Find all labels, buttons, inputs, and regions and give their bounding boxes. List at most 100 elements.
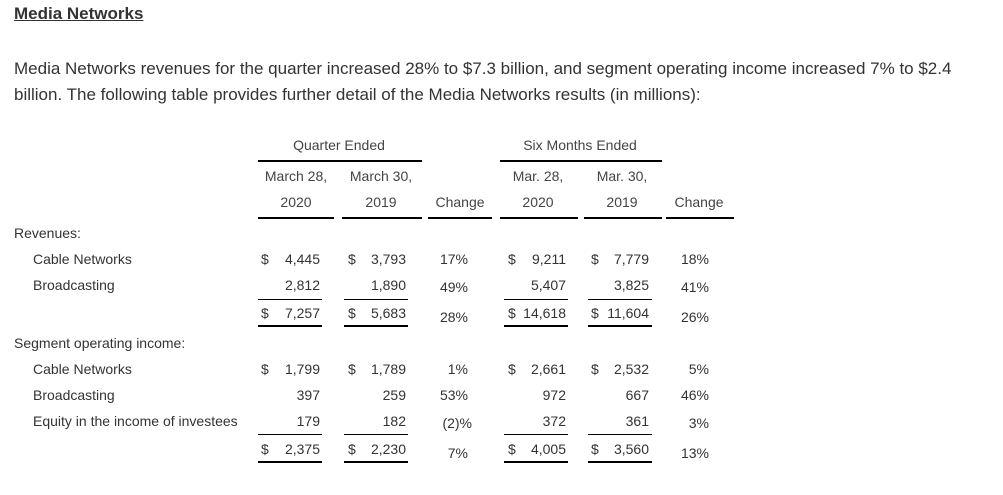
currency-symbol: $: [348, 441, 356, 457]
currency-symbol: $: [261, 251, 269, 267]
subtotal-rule: [344, 434, 408, 435]
total-rule: [344, 461, 408, 463]
cell-q-change: 53%: [439, 387, 468, 403]
group-header-six-months-rule: [500, 160, 662, 162]
cell-q2020: 2,812: [284, 277, 320, 293]
total-rule: [258, 461, 322, 463]
total-rule: [504, 461, 568, 463]
cell-s2019: 667: [625, 387, 649, 403]
currency-symbol: $: [508, 361, 516, 377]
cell-s-change: 5%: [688, 361, 709, 377]
currency-symbol: $: [261, 441, 269, 457]
cell-s2020: 2,661: [530, 361, 566, 377]
subtotal-rule: [258, 434, 322, 435]
cell-q-change: (2)%: [442, 415, 472, 431]
cell-s-change: 18%: [680, 251, 709, 267]
cell-s-change: 3%: [688, 415, 709, 431]
section-label-operating-income: Segment operating income:: [14, 335, 186, 351]
currency-symbol: $: [591, 251, 599, 267]
group-header-quarter-rule: [258, 160, 422, 162]
col-rule: [584, 217, 662, 219]
row-label: Broadcasting: [33, 277, 115, 293]
cell-q-change: 28%: [439, 309, 468, 325]
cell-s2019: 3,560: [613, 441, 649, 457]
cell-s-change: 13%: [680, 445, 709, 461]
row-label: Broadcasting: [33, 387, 115, 403]
col-header-q2020-line1: March 28,: [264, 168, 328, 184]
subtotal-rule: [504, 299, 568, 300]
col-header-s2019-line2: 2019: [606, 194, 638, 210]
col-rule: [258, 217, 334, 219]
section-label-revenues: Revenues:: [14, 225, 81, 241]
section-title: Media Networks: [14, 4, 144, 23]
currency-symbol: $: [261, 361, 269, 377]
currency-symbol: $: [261, 305, 269, 321]
cell-q2019: 2,230: [370, 441, 406, 457]
cell-q2019: 3,793: [370, 251, 406, 267]
group-header-quarter: Quarter Ended: [293, 137, 385, 153]
subtotal-rule: [588, 299, 652, 300]
row-label: Cable Networks: [33, 251, 132, 267]
col-rule: [428, 217, 492, 219]
col-rule: [666, 217, 734, 219]
cell-q2019: 182: [382, 413, 406, 429]
subtotal-rule: [504, 434, 568, 435]
row-label: Equity in the income of investees: [33, 413, 238, 429]
group-header-six-months: Six Months Ended: [523, 137, 637, 153]
cell-q-change: 17%: [439, 251, 468, 267]
col-rule: [500, 217, 578, 219]
col-header-s2020-line1: Mar. 28,: [512, 168, 564, 184]
subtotal-rule: [258, 299, 322, 300]
cell-s2019: 2,532: [613, 361, 649, 377]
cell-q2020: 397: [296, 387, 320, 403]
col-header-s2019-line1: Mar. 30,: [596, 168, 648, 184]
cell-q2019: 259: [382, 387, 406, 403]
currency-symbol: $: [348, 305, 356, 321]
currency-symbol: $: [591, 361, 599, 377]
total-rule: [258, 325, 322, 327]
intro-paragraph: Media Networks revenues for the quarter …: [14, 59, 952, 104]
cell-q2020: 1,799: [284, 361, 320, 377]
cell-q2020: 179: [296, 413, 320, 429]
total-rule: [344, 325, 408, 327]
col-header-s-change: Change: [674, 194, 724, 210]
cell-s2020: 9,211: [532, 251, 566, 267]
cell-q-change: 7%: [447, 445, 468, 461]
cell-q-change: 49%: [439, 279, 468, 295]
cell-q2020: 4,445: [284, 251, 320, 267]
cell-s2019: 361: [625, 413, 649, 429]
currency-symbol: $: [348, 361, 356, 377]
cell-s2020: 4,005: [530, 441, 566, 457]
currency-symbol: $: [348, 251, 356, 267]
cell-s-change: 26%: [680, 309, 709, 325]
row-label: Cable Networks: [33, 361, 132, 377]
currency-symbol: $: [591, 305, 599, 321]
cell-q2019: 5,683: [370, 305, 406, 321]
col-header-q-change: Change: [435, 194, 485, 210]
col-header-q2020-line2: 2020: [280, 194, 312, 210]
cell-q2020: 7,257: [284, 305, 320, 321]
currency-symbol: $: [508, 251, 516, 267]
col-rule: [342, 217, 422, 219]
total-rule: [588, 325, 652, 327]
cell-s2020: 14,618: [523, 305, 566, 321]
col-header-s2020-line2: 2020: [522, 194, 554, 210]
currency-symbol: $: [508, 441, 516, 457]
subtotal-rule: [344, 299, 408, 300]
cell-s2019: 11,604: [607, 305, 649, 321]
cell-s2019: 3,825: [613, 277, 649, 293]
cell-s-change: 46%: [680, 387, 709, 403]
cell-s2020: 5,407: [530, 277, 566, 293]
cell-s-change: 41%: [680, 279, 709, 295]
total-rule: [504, 325, 568, 327]
subtotal-rule: [588, 434, 652, 435]
col-header-q2019-line2: 2019: [365, 194, 397, 210]
cell-q-change: 1%: [447, 361, 468, 377]
cell-q2019: 1,890: [370, 277, 406, 293]
col-header-q2019-line1: March 30,: [349, 168, 413, 184]
total-rule: [588, 461, 652, 463]
cell-q2019: 1,789: [370, 361, 406, 377]
currency-symbol: $: [591, 441, 599, 457]
cell-s2019: 7,779: [613, 251, 649, 267]
cell-s2020: 972: [542, 387, 566, 403]
